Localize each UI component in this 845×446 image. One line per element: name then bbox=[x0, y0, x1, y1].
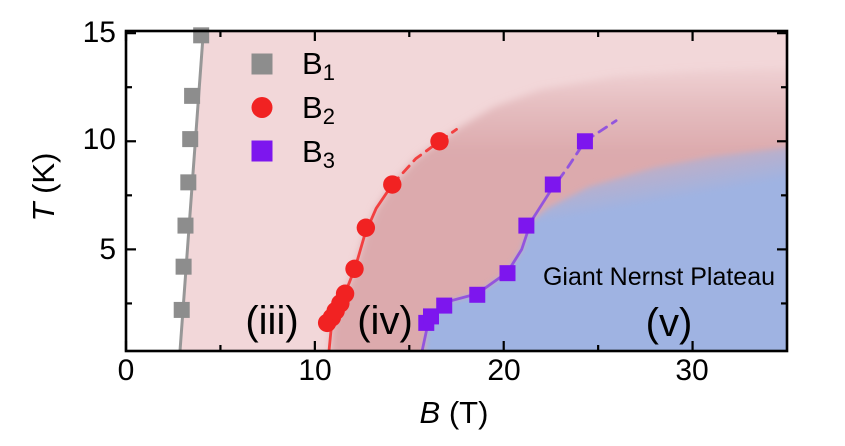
y-tick-label-5: 5 bbox=[99, 233, 116, 266]
giant-nernst-plateau-label: Giant Nernst Plateau bbox=[542, 263, 776, 291]
legend-markers bbox=[251, 53, 273, 162]
region-label-iv: (iv) bbox=[357, 299, 413, 343]
y-tick-label-15: 15 bbox=[82, 16, 116, 49]
x-tick-label-20: 20 bbox=[487, 354, 521, 387]
region-v-shade bbox=[424, 147, 787, 351]
legend-label-b1: B1 bbox=[302, 46, 335, 85]
data-markers bbox=[173, 27, 593, 333]
y-tick-label-10: 10 bbox=[82, 123, 116, 156]
axes bbox=[124, 29, 789, 353]
region-label-v: (v) bbox=[645, 301, 693, 345]
y-axis-label: T (K) bbox=[26, 152, 61, 222]
x-tick-label-30: 30 bbox=[675, 354, 709, 387]
x-tick-label-10: 10 bbox=[298, 354, 332, 387]
legend-label-b3: B3 bbox=[302, 134, 335, 173]
region-label-iii: (iii) bbox=[245, 299, 299, 343]
x-tick-label-0: 0 bbox=[117, 354, 135, 387]
x-axis-label: B (T) bbox=[419, 395, 489, 430]
legend-label-b2: B2 bbox=[302, 90, 335, 129]
